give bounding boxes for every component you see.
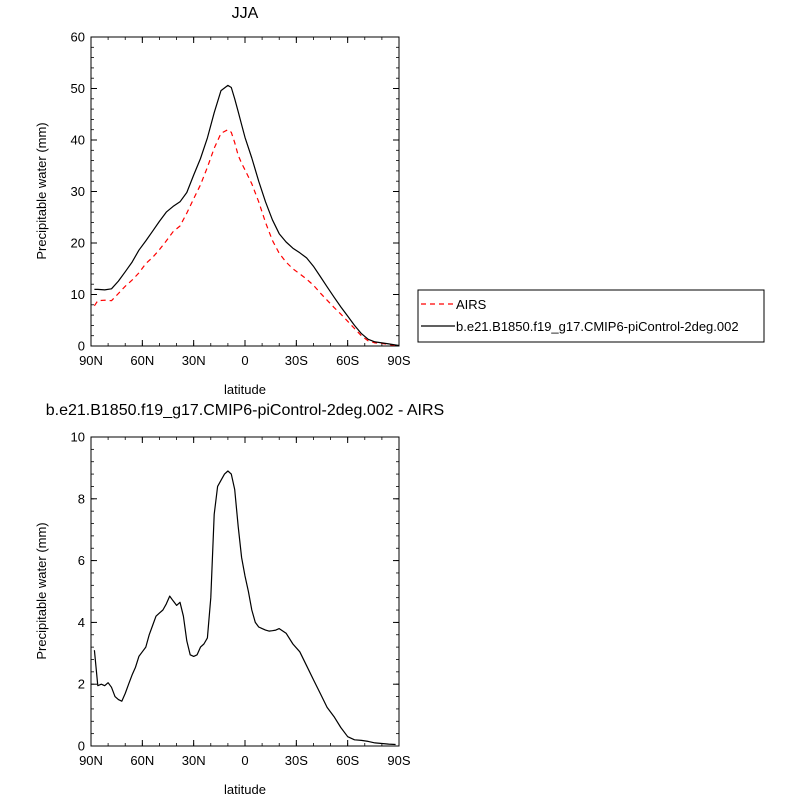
top-x-axis: 90N 60N 30N 0 30S 60S 90S	[79, 37, 411, 368]
legend-box	[417, 289, 765, 343]
bottom-y-tick-label: 0	[78, 739, 85, 754]
bottom-plot-frame	[90, 436, 400, 747]
bottom-x-tick-label: 0	[241, 753, 248, 768]
bottom-x-tick-label: 90S	[387, 753, 410, 768]
top-x-axis-label: latitude	[224, 382, 266, 397]
bottom-x-tick-label: 30S	[285, 753, 308, 768]
bottom-x-tick-label: 60N	[130, 753, 154, 768]
bottom-x-tick-label: 30N	[182, 753, 206, 768]
top-plot-frame	[90, 36, 400, 347]
top-y-tick-label: 0	[78, 339, 85, 354]
top-y-tick-label: 10	[71, 287, 85, 302]
legend-label-model: b.e21.B1850.f19_g17.CMIP6-piControl-2deg…	[456, 319, 739, 334]
bottom-x-tick-label: 60S	[336, 753, 359, 768]
bottom-x-axis: 90N 60N 30N 0 30S 60S 90S	[79, 437, 411, 768]
top-y-tick-label: 40	[71, 133, 85, 148]
bottom-series-group	[93, 470, 396, 746]
top-series-line-1	[94, 84, 400, 347]
top-y-tick-label: 60	[71, 30, 85, 45]
top-y-tick-label: 20	[71, 236, 85, 251]
top-x-tick-label: 90S	[387, 353, 410, 368]
top-x-tick-label: 90N	[79, 353, 103, 368]
top-panel: JJA 0 10 20 30 40 50 60 90N 60N 30N 0 30S 60S 90S la…	[34, 5, 411, 397]
bottom-chart-title: b.e21.B1850.f19_g17.CMIP6-piControl-2deg…	[46, 402, 444, 419]
bottom-y-axis: 0 2 4 6 8 10	[71, 430, 399, 754]
bottom-y-tick-label: 10	[71, 430, 85, 445]
top-x-tick-label: 30S	[285, 353, 308, 368]
top-y-tick-label: 50	[71, 81, 85, 96]
top-y-tick-label: 30	[71, 184, 85, 199]
bottom-x-tick-label: 90N	[79, 753, 103, 768]
bottom-y-tick-label: 4	[78, 615, 85, 630]
top-series-line-0	[93, 129, 400, 347]
top-chart-title: JJA	[232, 5, 259, 22]
bottom-y-tick-label: 6	[78, 553, 85, 568]
top-x-tick-label: 60S	[336, 353, 359, 368]
legend: AIRS b.e21.B1850.f19_g17.CMIP6-piControl…	[417, 289, 765, 343]
bottom-panel: b.e21.B1850.f19_g17.CMIP6-piControl-2deg…	[34, 402, 444, 797]
top-y-axis: 0 10 20 30 40 50 60	[71, 30, 399, 354]
top-x-tick-label: 30N	[182, 353, 206, 368]
bottom-y-tick-label: 8	[78, 491, 85, 506]
top-y-axis-label: Precipitable water (mm)	[34, 122, 49, 259]
bottom-x-axis-label: latitude	[224, 782, 266, 797]
bottom-y-tick-label: 2	[78, 677, 85, 692]
bottom-series-line-0	[93, 470, 396, 746]
top-x-tick-label: 60N	[130, 353, 154, 368]
legend-label-airs: AIRS	[456, 297, 487, 312]
top-series-group	[93, 84, 400, 347]
bottom-y-axis-label: Precipitable water (mm)	[34, 522, 49, 659]
top-x-tick-label: 0	[241, 353, 248, 368]
